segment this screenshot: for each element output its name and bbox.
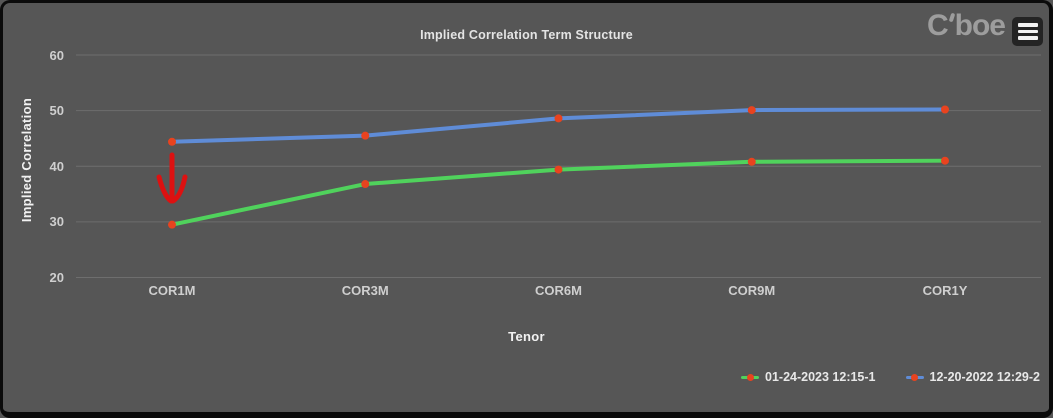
- y-tick-label: 20: [49, 270, 64, 285]
- x-tick-label: COR9M: [728, 283, 776, 298]
- legend-item-series-0[interactable]: 01-24-2023 12:15-1: [741, 370, 876, 384]
- data-point-marker-0: [941, 156, 949, 165]
- legend-label: 01-24-2023 12:15-1: [765, 370, 876, 384]
- data-point-marker-0: [554, 165, 563, 174]
- cboe-logo: C boe: [926, 9, 1006, 42]
- data-point-marker-0: [747, 157, 756, 166]
- x-tick-label: COR3M: [341, 283, 389, 298]
- chart-title: Implied Correlation Term Structure: [420, 28, 633, 42]
- y-tick-label: 50: [49, 103, 64, 119]
- cboe-logo-rest: boe: [954, 9, 1006, 42]
- legend-item-series-1[interactable]: 12-20-2022 12:29-2: [905, 370, 1041, 384]
- data-point-marker-1: [168, 137, 176, 146]
- x-tick-label: COR1Y: [922, 283, 968, 298]
- x-tick-label: COR1M: [148, 283, 196, 298]
- hamburger-icon: [1017, 23, 1038, 40]
- legend-label: 12-20-2022 12:29-2: [929, 370, 1041, 384]
- y-tick-label: 30: [49, 214, 64, 230]
- cboe-logo-letter: C: [926, 9, 949, 42]
- x-axis-title: Tenor: [508, 329, 545, 344]
- data-point-marker-0: [168, 220, 176, 229]
- y-tick-label: 60: [49, 47, 64, 63]
- y-axis-title: Implied Correlation: [19, 97, 34, 223]
- legend-line-marker-icon: [741, 373, 759, 382]
- data-point-marker-1: [747, 106, 756, 115]
- chart-menu-button[interactable]: [1012, 17, 1043, 46]
- data-point-marker-1: [361, 131, 370, 140]
- data-point-marker-1: [941, 105, 949, 114]
- legend: 01-24-2023 12:15-1 12-20-2022 12:29-2: [741, 370, 1040, 384]
- x-tick-label: COR6M: [535, 283, 582, 298]
- annotation-down-arrow-icon: [156, 152, 188, 204]
- data-point-marker-0: [361, 180, 370, 189]
- series-line-1: [170, 107, 947, 144]
- data-point-marker-1: [554, 114, 563, 123]
- legend-line-marker-icon: [905, 373, 924, 382]
- y-tick-label: 40: [49, 158, 64, 174]
